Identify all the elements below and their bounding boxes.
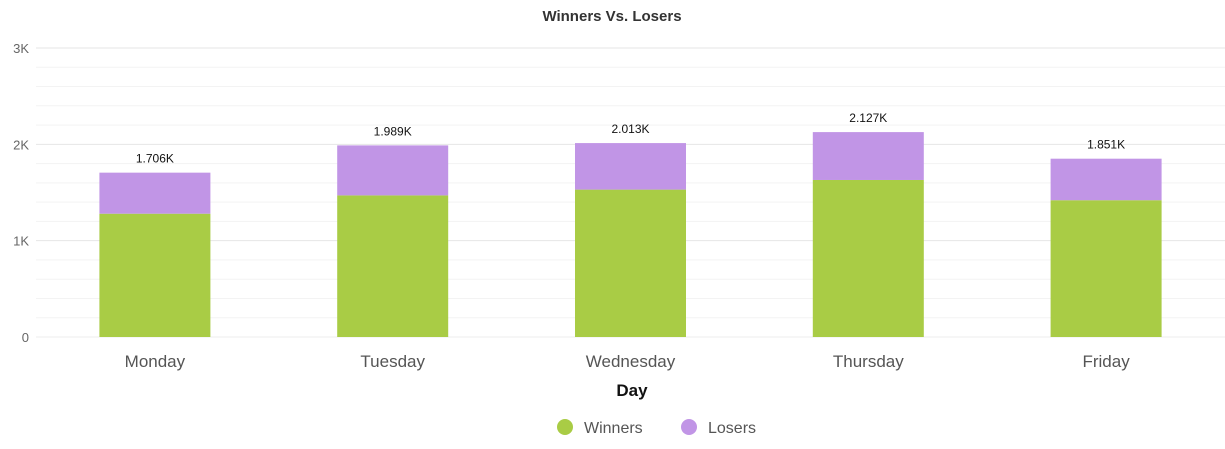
x-axis-title: Day — [616, 381, 648, 400]
legend-marker — [557, 419, 573, 435]
x-tick-label: Wednesday — [586, 352, 676, 371]
bars: 1.706K 1.989K 2.013K 2.127K 1.851K — [99, 111, 1162, 337]
bar-winners-wednesday[interactable] — [575, 189, 686, 337]
bar-winners-monday[interactable] — [99, 213, 211, 337]
bar-winners-friday[interactable] — [1050, 200, 1162, 337]
bar-total-label: 1.706K — [136, 152, 174, 166]
legend-label: Losers — [708, 420, 756, 437]
bar-winners-thursday[interactable] — [812, 179, 924, 337]
bar-total-label: 2.013K — [611, 122, 649, 136]
x-axis: Monday Tuesday Wednesday Thursday Friday — [125, 352, 1131, 371]
y-axis: 0 1K 2K 3K — [13, 41, 29, 345]
bar-total-label: 1.989K — [374, 124, 412, 138]
legend-label: Winners — [584, 420, 643, 437]
legend-marker — [681, 419, 697, 435]
y-tick-label: 3K — [13, 41, 29, 56]
legend: Winners Losers — [557, 419, 756, 437]
bar-losers-monday[interactable] — [99, 172, 211, 214]
legend-item-winners[interactable]: Winners — [557, 419, 643, 437]
x-tick-label: Thursday — [833, 352, 904, 371]
y-tick-label: 1K — [13, 234, 29, 249]
y-tick-label: 0 — [22, 330, 29, 345]
y-tick-label: 2K — [13, 137, 29, 152]
x-tick-label: Monday — [125, 352, 186, 371]
legend-item-losers[interactable]: Losers — [681, 419, 756, 437]
x-tick-label: Friday — [1082, 352, 1130, 371]
chart-title: Winners Vs. Losers — [542, 8, 681, 25]
bar-losers-thursday[interactable] — [812, 132, 924, 180]
x-tick-label: Tuesday — [360, 352, 425, 371]
bar-winners-tuesday[interactable] — [337, 195, 449, 337]
bar-losers-friday[interactable] — [1050, 158, 1162, 201]
bar-total-label: 1.851K — [1087, 138, 1125, 152]
bar-losers-wednesday[interactable] — [575, 143, 686, 190]
bar-losers-tuesday[interactable] — [337, 145, 449, 196]
bar-total-label: 2.127K — [849, 111, 887, 125]
